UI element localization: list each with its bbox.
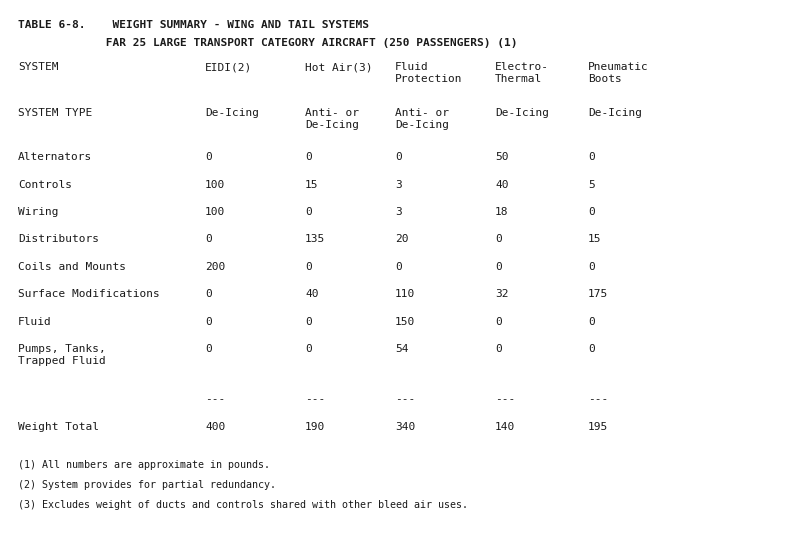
- Text: Electro-
Thermal: Electro- Thermal: [495, 62, 549, 83]
- Text: 0: 0: [495, 345, 502, 355]
- Text: Distributors: Distributors: [18, 234, 99, 244]
- Text: 0: 0: [588, 317, 595, 327]
- Text: (2) System provides for partial redundancy.: (2) System provides for partial redundan…: [18, 480, 276, 490]
- Text: 150: 150: [395, 317, 416, 327]
- Text: 0: 0: [205, 317, 212, 327]
- Text: 0: 0: [305, 262, 312, 272]
- Text: 140: 140: [495, 423, 515, 433]
- Text: 15: 15: [305, 180, 319, 189]
- Text: Fluid
Protection: Fluid Protection: [395, 62, 463, 83]
- Text: ---: ---: [395, 395, 416, 405]
- Text: Anti- or
De-Icing: Anti- or De-Icing: [395, 108, 449, 130]
- Text: 0: 0: [305, 152, 312, 162]
- Text: Wiring: Wiring: [18, 207, 58, 217]
- Text: 0: 0: [205, 289, 212, 300]
- Text: Anti- or
De-Icing: Anti- or De-Icing: [305, 108, 359, 130]
- Text: SYSTEM: SYSTEM: [18, 62, 58, 72]
- Text: 190: 190: [305, 423, 325, 433]
- Text: 0: 0: [205, 345, 212, 355]
- Text: Pneumatic
Boots: Pneumatic Boots: [588, 62, 648, 83]
- Text: Controls: Controls: [18, 180, 72, 189]
- Text: 0: 0: [395, 262, 401, 272]
- Text: ---: ---: [305, 395, 325, 405]
- Text: Coils and Mounts: Coils and Mounts: [18, 262, 126, 272]
- Text: 200: 200: [205, 262, 225, 272]
- Text: De-Icing: De-Icing: [495, 108, 549, 118]
- Text: 0: 0: [305, 317, 312, 327]
- Text: 0: 0: [588, 262, 595, 272]
- Text: Hot Air(3): Hot Air(3): [305, 62, 372, 72]
- Text: (1) All numbers are approximate in pounds.: (1) All numbers are approximate in pound…: [18, 461, 270, 470]
- Text: 135: 135: [305, 234, 325, 244]
- Text: 3: 3: [395, 180, 401, 189]
- Text: 15: 15: [588, 234, 601, 244]
- Text: TABLE 6-8.    WEIGHT SUMMARY - WING AND TAIL SYSTEMS: TABLE 6-8. WEIGHT SUMMARY - WING AND TAI…: [18, 20, 369, 30]
- Text: 0: 0: [305, 345, 312, 355]
- Text: 100: 100: [205, 180, 225, 189]
- Text: SYSTEM TYPE: SYSTEM TYPE: [18, 108, 92, 118]
- Text: 20: 20: [395, 234, 408, 244]
- Text: ---: ---: [205, 395, 225, 405]
- Text: 0: 0: [495, 262, 502, 272]
- Text: De-Icing: De-Icing: [205, 108, 259, 118]
- Text: 0: 0: [395, 152, 401, 162]
- Text: De-Icing: De-Icing: [588, 108, 642, 118]
- Text: (3) Excludes weight of ducts and controls shared with other bleed air uses.: (3) Excludes weight of ducts and control…: [18, 501, 468, 511]
- Text: 50: 50: [495, 152, 508, 162]
- Text: Pumps, Tanks,
Trapped Fluid: Pumps, Tanks, Trapped Fluid: [18, 345, 105, 366]
- Text: 340: 340: [395, 423, 416, 433]
- Text: 0: 0: [588, 345, 595, 355]
- Text: Surface Modifications: Surface Modifications: [18, 289, 160, 300]
- Text: 175: 175: [588, 289, 608, 300]
- Text: 110: 110: [395, 289, 416, 300]
- Text: Alternators: Alternators: [18, 152, 92, 162]
- Text: 0: 0: [205, 152, 212, 162]
- Text: 0: 0: [495, 234, 502, 244]
- Text: 5: 5: [588, 180, 595, 189]
- Text: 0: 0: [205, 234, 212, 244]
- Text: 32: 32: [495, 289, 508, 300]
- Text: 0: 0: [305, 207, 312, 217]
- Text: 0: 0: [588, 207, 595, 217]
- Text: 18: 18: [495, 207, 508, 217]
- Text: 400: 400: [205, 423, 225, 433]
- Text: 3: 3: [395, 207, 401, 217]
- Text: 100: 100: [205, 207, 225, 217]
- Text: Weight Total: Weight Total: [18, 423, 99, 433]
- Text: ---: ---: [495, 395, 515, 405]
- Text: 0: 0: [495, 317, 502, 327]
- Text: EIDI(2): EIDI(2): [205, 62, 253, 72]
- Text: Fluid: Fluid: [18, 317, 52, 327]
- Text: ---: ---: [588, 395, 608, 405]
- Text: 195: 195: [588, 423, 608, 433]
- Text: 54: 54: [395, 345, 408, 355]
- Text: 40: 40: [495, 180, 508, 189]
- Text: 40: 40: [305, 289, 319, 300]
- Text: 0: 0: [588, 152, 595, 162]
- Text: FAR 25 LARGE TRANSPORT CATEGORY AIRCRAFT (250 PASSENGERS) (1): FAR 25 LARGE TRANSPORT CATEGORY AIRCRAFT…: [18, 38, 518, 48]
